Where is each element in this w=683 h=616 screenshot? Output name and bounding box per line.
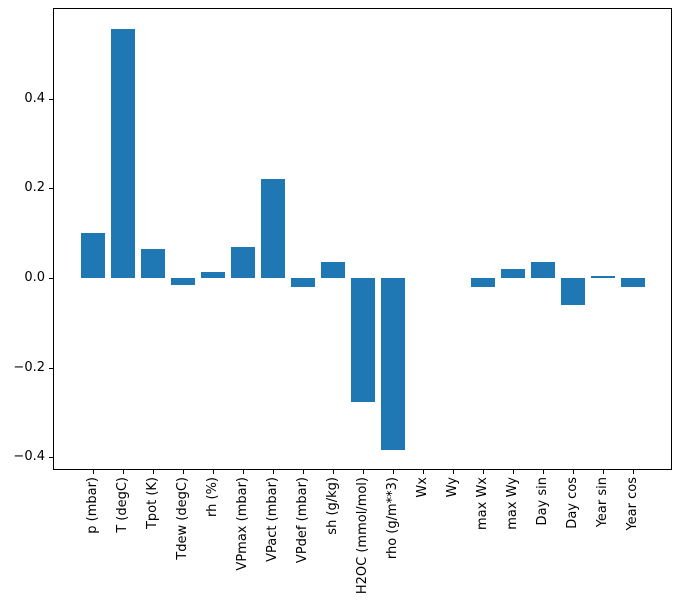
- x-tick-mark: [422, 470, 424, 474]
- bar-year-cos: [620, 278, 645, 288]
- bar-vpact-mbar: [261, 178, 286, 278]
- y-tick-mark: [49, 188, 53, 190]
- x-tick-label: VPmax (mbar): [235, 477, 251, 571]
- x-tick-mark: [243, 470, 245, 474]
- y-tick-label: −0.2: [13, 359, 45, 375]
- x-tick-label: Wx: [414, 477, 430, 498]
- x-tick-label: max Wx: [474, 477, 490, 531]
- x-tick-label: H2OC (mmol/mol): [355, 477, 371, 595]
- x-tick-label: VPact (mbar): [265, 477, 281, 562]
- x-tick-label: Year cos: [624, 477, 640, 531]
- bar-p-mbar: [81, 233, 106, 278]
- x-tick-mark: [542, 470, 544, 474]
- y-tick-mark: [49, 278, 53, 279]
- x-tick-label: Tdew (degC): [175, 477, 191, 560]
- x-tick-mark: [452, 470, 454, 474]
- x-tick-mark: [572, 470, 574, 474]
- y-tick-label: 0.2: [24, 180, 45, 196]
- bar-vpmax-mbar: [231, 247, 256, 278]
- x-tick-label: rh (%): [205, 477, 221, 517]
- x-tick-mark: [632, 470, 634, 474]
- x-tick-label: rho (g/m**3): [385, 477, 401, 560]
- x-tick-label: Tpot (K): [145, 477, 161, 530]
- bar-max-wx: [470, 278, 495, 288]
- y-tick-label: −0.4: [13, 449, 45, 465]
- y-tick-mark: [49, 367, 53, 369]
- bar-rho-g-m-3: [381, 278, 406, 451]
- x-tick-mark: [303, 470, 305, 474]
- bar-day-sin: [530, 261, 555, 278]
- x-tick-mark: [213, 470, 215, 474]
- x-tick-mark: [393, 470, 395, 474]
- x-tick-label: Day cos: [564, 477, 580, 529]
- bar-year-sin: [590, 276, 615, 278]
- bar-rh: [201, 272, 226, 278]
- x-tick-label: max Wy: [504, 477, 520, 530]
- x-tick-label: VPdef (mbar): [295, 477, 311, 564]
- bar-day-cos: [560, 278, 585, 305]
- x-tick-label: sh (g/kg): [325, 477, 341, 535]
- bar-h2oc-mmol-mol: [351, 278, 376, 403]
- x-tick-label: Wy: [444, 477, 460, 498]
- x-tick-mark: [512, 470, 514, 474]
- x-tick-label: T (degC): [115, 477, 131, 533]
- bar-t-degc: [111, 29, 136, 278]
- x-tick-mark: [273, 470, 275, 474]
- x-tick-mark: [363, 470, 365, 474]
- x-tick-label: Year sin: [594, 477, 610, 528]
- x-tick-mark: [123, 470, 125, 474]
- y-tick-mark: [49, 98, 53, 100]
- x-tick-mark: [183, 470, 185, 474]
- x-tick-mark: [602, 470, 604, 474]
- bar-tpot-k: [141, 248, 166, 278]
- x-tick-mark: [153, 470, 155, 474]
- x-tick-mark: [482, 470, 484, 474]
- x-tick-label: Day sin: [534, 477, 550, 526]
- y-tick-label: 0.4: [24, 90, 45, 106]
- y-tick-label: 0.0: [24, 270, 45, 285]
- x-tick-mark: [93, 470, 95, 474]
- bar-vpdef-mbar: [291, 278, 316, 287]
- bar-sh-g-kg: [321, 261, 346, 278]
- bar-max-wy: [500, 269, 525, 278]
- bar-tdew-degc: [171, 278, 196, 285]
- y-tick-mark: [49, 457, 53, 459]
- x-tick-mark: [333, 470, 335, 474]
- x-tick-label: p (mbar): [85, 477, 101, 534]
